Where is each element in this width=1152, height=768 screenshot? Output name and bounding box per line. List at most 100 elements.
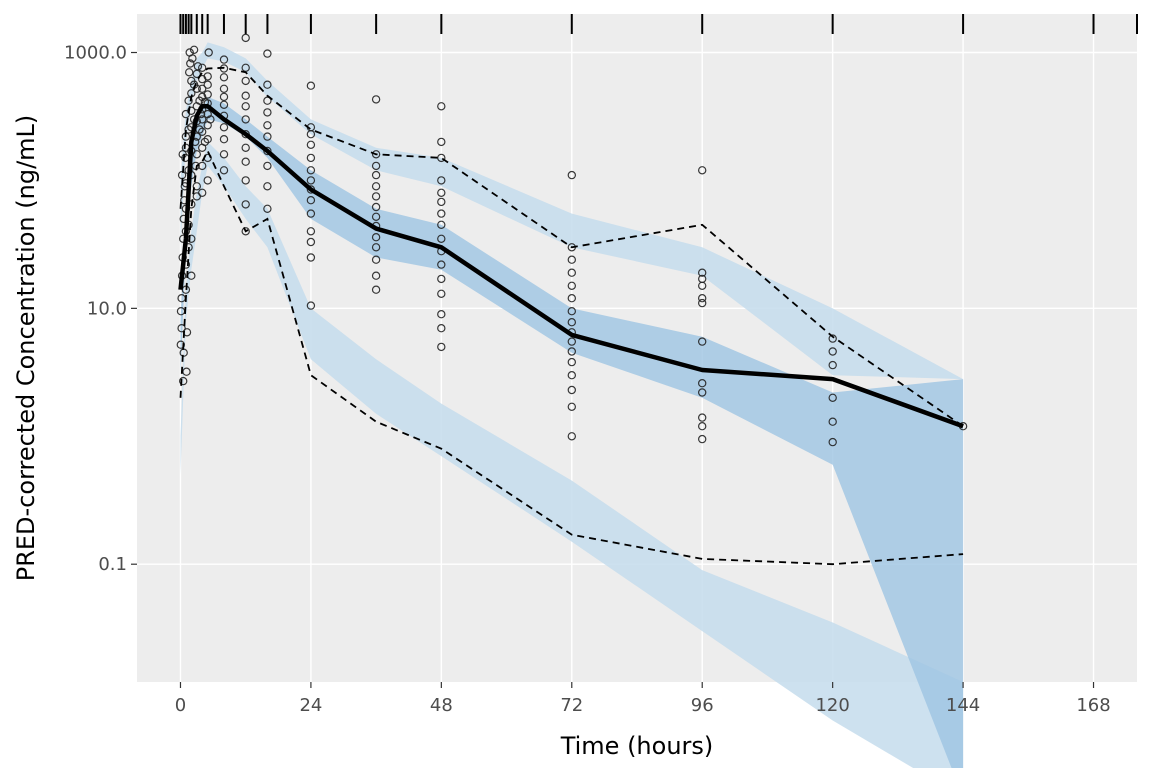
y-tick-label: 1000.0 (64, 43, 127, 64)
observed-point (567, 281, 577, 290)
pi-band-lower (180, 141, 964, 768)
observed-point (437, 137, 446, 147)
prediction-interval-bands (180, 42, 964, 768)
observed-point (567, 307, 577, 316)
observed-point (200, 137, 210, 147)
observed-point (567, 255, 577, 264)
observed-point (186, 59, 195, 68)
observed-point (263, 96, 272, 105)
observed-point (371, 212, 381, 221)
observed-point (306, 81, 316, 90)
observed-point (567, 402, 577, 411)
observed-point (203, 72, 212, 81)
observed-point (371, 170, 381, 180)
observed-point (828, 334, 837, 343)
observed-point (203, 134, 212, 144)
observed-point (371, 192, 381, 201)
observed-point (567, 318, 577, 327)
observed-point (306, 209, 316, 218)
observed-point (437, 324, 446, 333)
x-tick-label: 144 (946, 695, 980, 716)
observed-point (306, 227, 316, 236)
observed-point (437, 260, 446, 269)
observed-point (306, 237, 316, 247)
observed-point (263, 132, 272, 141)
observed-point (698, 337, 707, 346)
observed-point (371, 161, 381, 171)
observed-point (306, 153, 316, 163)
observed-point (241, 227, 250, 236)
observed-p95-line (179, 66, 964, 427)
observed-point (219, 123, 229, 132)
observed-point (371, 255, 381, 264)
observed-point (371, 95, 381, 104)
x-tick-label: 120 (815, 695, 849, 716)
observed-p5-line (179, 148, 964, 566)
observed-point (371, 285, 381, 294)
observed-point (187, 106, 196, 116)
observed-point (219, 150, 229, 159)
observed-point (371, 202, 381, 212)
observed-point (828, 417, 837, 426)
observed-point (567, 268, 577, 277)
observed-point (698, 298, 707, 308)
observed-point (241, 102, 250, 111)
observed-point (206, 115, 215, 124)
observed-point (698, 379, 707, 388)
x-tick-label: 72 (560, 695, 583, 716)
observed-point (197, 115, 207, 124)
observed-point (263, 49, 272, 58)
observed-median-line (178, 104, 964, 429)
observed-point (306, 140, 316, 149)
observed-point (263, 108, 272, 117)
observed-point (567, 170, 577, 180)
observed-point (219, 73, 229, 82)
observed-point (437, 153, 446, 163)
observed-point (828, 393, 837, 402)
observed-point (241, 33, 250, 43)
observed-point (698, 166, 707, 175)
observed-point (197, 188, 207, 197)
observed-point (197, 63, 207, 73)
observed-point (567, 432, 577, 441)
observed-point (306, 166, 316, 175)
observed-point (828, 360, 837, 370)
observed-point (177, 324, 186, 333)
observed-point (241, 143, 250, 152)
observed-point (698, 294, 707, 303)
observed-point (437, 234, 446, 243)
x-tick-label: 96 (691, 695, 714, 716)
observed-point (567, 337, 577, 346)
observed-point (437, 188, 446, 197)
observed-point (567, 294, 577, 303)
observed-point (188, 54, 197, 63)
observed-point (219, 55, 229, 64)
observed-point (567, 371, 577, 380)
observed-point (241, 115, 250, 124)
observed-point (437, 176, 446, 185)
observed-point (263, 121, 272, 130)
observed-point (698, 413, 707, 422)
observed-point (437, 310, 446, 319)
y-axis-title: PRED-corrected Concentration (ng/mL) (12, 115, 40, 582)
observed-point (371, 271, 381, 280)
observed-point (698, 268, 707, 277)
observed-point (241, 176, 250, 185)
observed-point (437, 102, 446, 111)
observed-point (698, 388, 707, 397)
observed-point (698, 434, 707, 444)
x-tick-label: 24 (299, 695, 322, 716)
observed-point (204, 48, 213, 57)
observed-point (437, 197, 446, 207)
observed-point (219, 84, 229, 94)
observed-point (203, 176, 212, 185)
observed-point (371, 182, 381, 191)
observed-point (182, 367, 191, 376)
rug-marks (179, 14, 1138, 34)
observed-point (567, 347, 577, 356)
y-tick-label: 0.1 (98, 554, 127, 575)
observed-point (263, 204, 272, 213)
observed-point (203, 80, 212, 89)
observed-point (178, 376, 188, 386)
